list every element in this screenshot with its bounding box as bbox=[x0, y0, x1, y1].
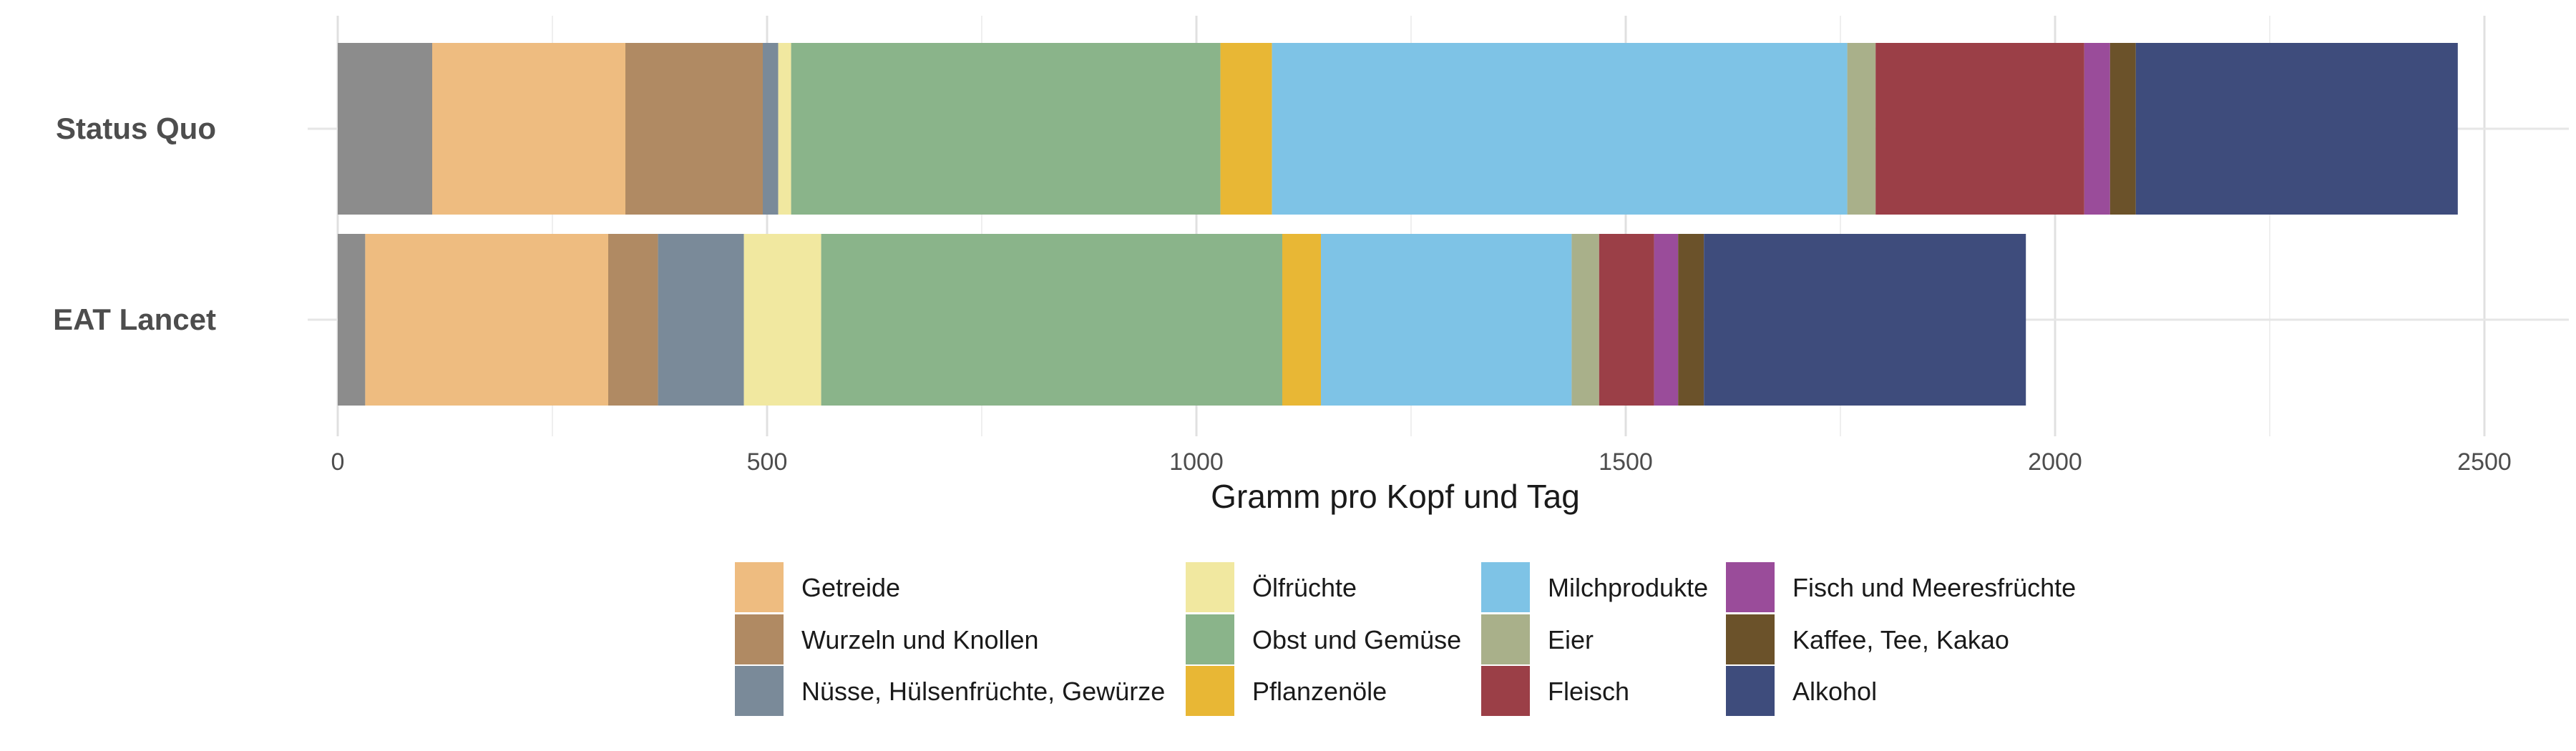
bar-segment bbox=[1875, 43, 2084, 215]
legend-label: Obst und Gemüse bbox=[1252, 625, 1461, 654]
bar-segment bbox=[1599, 234, 1654, 406]
bar-segment bbox=[743, 234, 821, 406]
legend-key bbox=[1481, 614, 1530, 664]
legend-label: Nüsse, Hülsenfrüchte, Gewürze bbox=[801, 677, 1165, 706]
bar-segment bbox=[1220, 43, 1272, 215]
legend-key bbox=[1186, 614, 1234, 664]
legend-key bbox=[735, 614, 784, 664]
bar-segment bbox=[1704, 234, 2026, 406]
legend-label: Fleisch bbox=[1548, 677, 1629, 706]
legend: Getreide Wurzeln und Knollen Nüsse, Hülsen… bbox=[735, 562, 2076, 716]
x-tick-label: 1500 bbox=[1599, 448, 1653, 476]
legend-label: Kaffee, Tee, Kakao bbox=[1792, 625, 2009, 654]
legend-label: Alkohol bbox=[1792, 677, 1877, 706]
bar-segment bbox=[1321, 234, 1572, 406]
bar-segment bbox=[1654, 234, 1679, 406]
bar-segment bbox=[763, 43, 779, 215]
legend-key bbox=[1726, 614, 1775, 664]
bar-segment bbox=[1571, 234, 1599, 406]
legend-label: Eier bbox=[1548, 625, 1594, 654]
legend-key bbox=[735, 666, 784, 716]
bar-segment bbox=[791, 43, 1221, 215]
x-tick-label: 2500 bbox=[2457, 448, 2512, 476]
x-tick-label: 0 bbox=[331, 448, 345, 476]
x-tick-label: 1000 bbox=[1169, 448, 1224, 476]
bar-segment bbox=[1678, 234, 1704, 406]
legend-label: Ölfrüchte bbox=[1252, 573, 1357, 602]
legend-label: Fisch und Meeresfrüchte bbox=[1792, 573, 2076, 602]
x-axis-title: Gramm pro Kopf und Tag bbox=[1211, 478, 1580, 515]
legend-key bbox=[1481, 666, 1530, 716]
bar-segment bbox=[338, 234, 366, 406]
bar-segment bbox=[658, 234, 744, 406]
bar-segment bbox=[432, 43, 625, 215]
bars-layer bbox=[338, 43, 2458, 406]
bar-segment bbox=[2109, 43, 2136, 215]
legend-label: Wurzeln und Knollen bbox=[801, 625, 1039, 654]
bar-segment bbox=[365, 234, 608, 406]
legend-label: Pflanzenöle bbox=[1252, 677, 1387, 706]
x-tick-label: 500 bbox=[747, 448, 788, 476]
legend-key bbox=[1186, 666, 1234, 716]
x-tick-label: 2000 bbox=[2028, 448, 2082, 476]
bar-segment bbox=[338, 43, 432, 215]
legend-key bbox=[1481, 562, 1530, 612]
legend-key bbox=[1726, 666, 1775, 716]
bar-segment bbox=[1282, 234, 1321, 406]
bar-segment bbox=[608, 234, 658, 406]
bar-segment bbox=[1272, 43, 1848, 215]
legend-key bbox=[1186, 562, 1234, 612]
legend-label: Getreide bbox=[801, 573, 900, 602]
category-label: EAT Lancet bbox=[53, 303, 216, 336]
bar-segment bbox=[2084, 43, 2110, 215]
bar-segment bbox=[778, 43, 791, 215]
legend-label: Milchprodukte bbox=[1548, 573, 1708, 602]
legend-key bbox=[1726, 562, 1775, 612]
bar-segment bbox=[1847, 43, 1876, 215]
labels-layer: Status Quo EAT Lancet 0 500 1000 1500 2000 2500 bbox=[53, 112, 2512, 476]
category-label: Status Quo bbox=[56, 112, 216, 145]
bar-segment bbox=[821, 234, 1282, 406]
bar-segment bbox=[2135, 43, 2458, 215]
legend-key bbox=[735, 562, 784, 612]
bar-segment bbox=[625, 43, 763, 215]
